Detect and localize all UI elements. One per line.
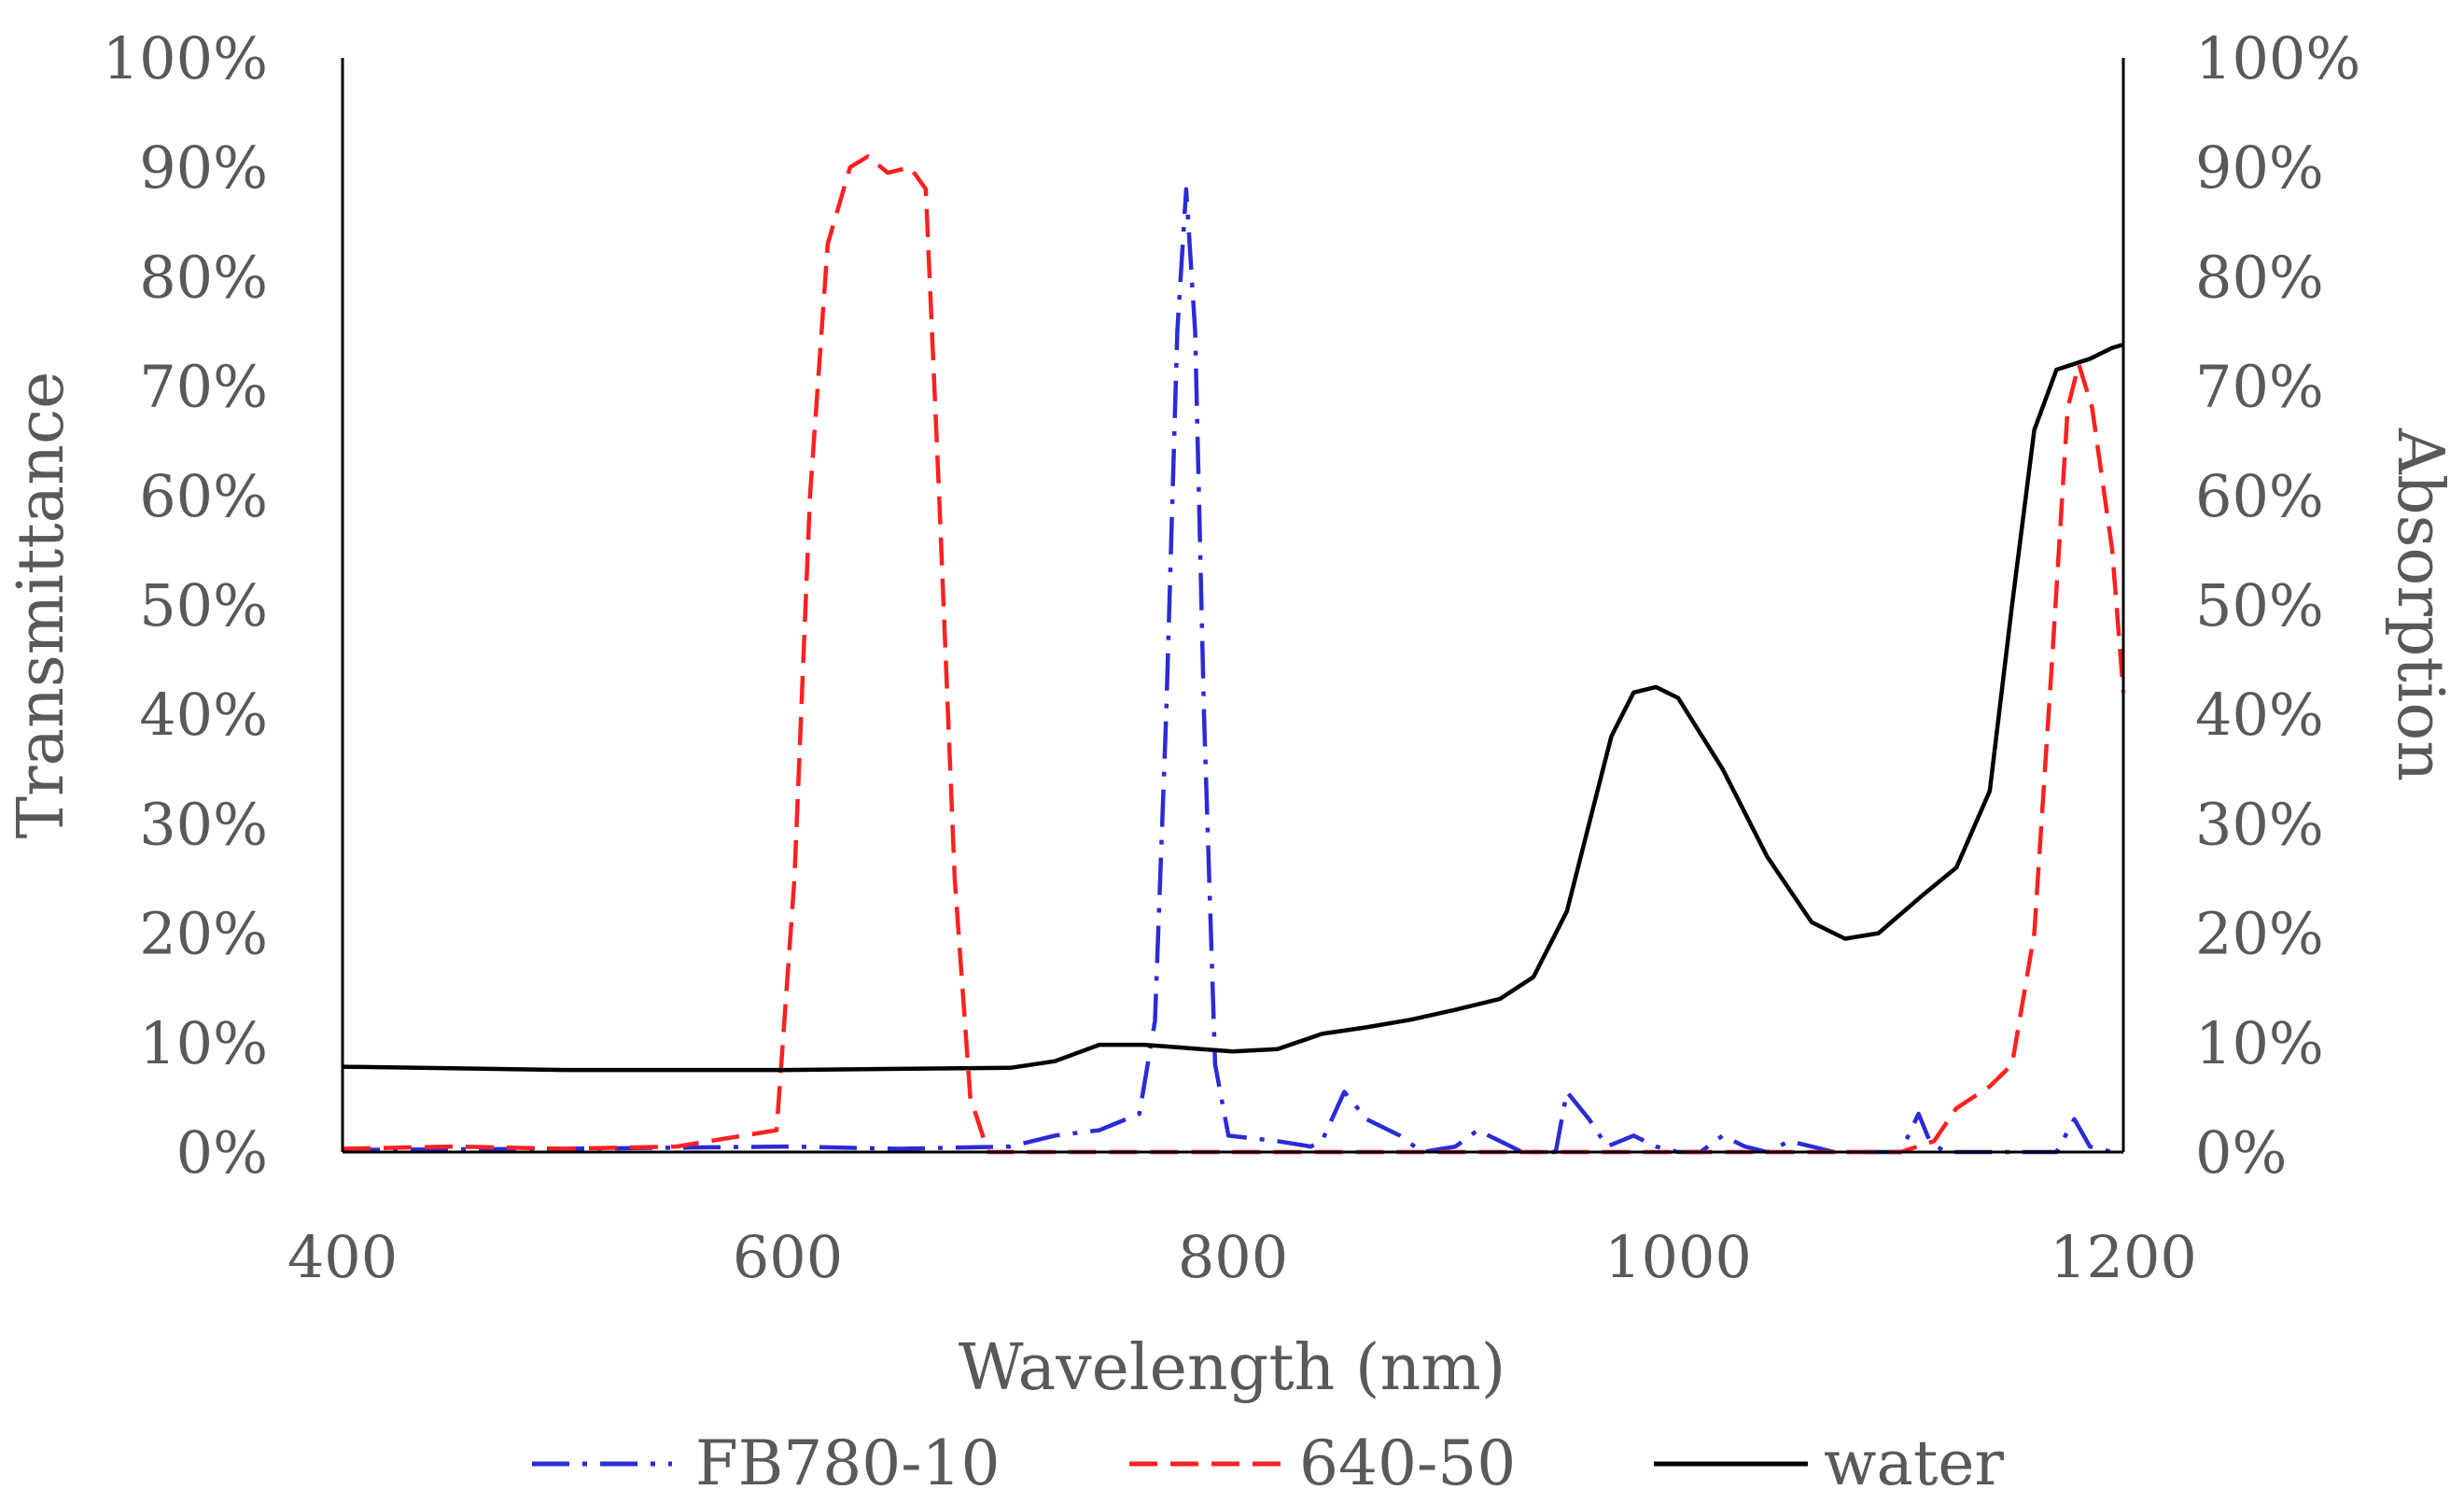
legend: FB780-10 640-50 water: [532, 1427, 2004, 1499]
y-tick-label-left: 70%: [139, 353, 268, 421]
y-tick-label-right: 70%: [2195, 353, 2324, 421]
right-y-axis-label: Absorption: [2383, 428, 2457, 781]
left-y-axis-label: Transmittance: [5, 372, 78, 839]
y-tick-label-left: 0%: [176, 1118, 268, 1187]
y-tick-label-left: 40%: [139, 681, 268, 749]
x-tick-label: 1000: [1604, 1223, 1752, 1291]
y-tick-label-right: 50%: [2195, 571, 2324, 640]
y-tick-label-left: 50%: [139, 571, 268, 640]
series-line-water: [342, 342, 2124, 1073]
x-tick-label: 1200: [2050, 1223, 2197, 1291]
series-line-fb780-10: [342, 187, 2123, 1155]
y-tick-label-left: 90%: [139, 134, 268, 202]
series-line-640-50: [342, 154, 2126, 1155]
ticks-layer: 0% 0% 10% 10% 20% 20% 30% 30% 40% 40% 50% 50% 60% 60%…: [103, 24, 2361, 1291]
y-tick-label-right: 90%: [2195, 134, 2324, 202]
legend-item-water: water: [1654, 1427, 2004, 1499]
y-tick-label-left: 100%: [103, 24, 268, 92]
y-tick-label-right: 20%: [2195, 900, 2324, 968]
legend-item-640-50: 640-50: [1129, 1427, 1516, 1499]
legend-label-fb780-10: FB780-10: [695, 1427, 1001, 1499]
y-tick-label-left: 10%: [139, 1009, 268, 1077]
y-tick-label-left: 80%: [139, 243, 268, 311]
y-tick-label-left: 60%: [139, 462, 268, 530]
y-tick-label-right: 100%: [2195, 24, 2360, 92]
legend-label-water: water: [1824, 1427, 2004, 1499]
y-tick-label-right: 10%: [2195, 1009, 2324, 1077]
legend-label-640-50: 640-50: [1299, 1427, 1516, 1499]
y-tick-label-right: 60%: [2195, 462, 2324, 530]
x-tick-label: 400: [287, 1223, 398, 1291]
x-tick-label: 600: [733, 1223, 843, 1291]
y-tick-label-right: 0%: [2195, 1118, 2287, 1187]
y-tick-label-right: 40%: [2195, 681, 2324, 749]
x-axis-label: Wavelength (nm): [959, 1331, 1506, 1405]
y-tick-label-left: 20%: [139, 900, 268, 968]
legend-item-fb780-10: FB780-10: [532, 1427, 1001, 1499]
y-tick-label-left: 30%: [139, 790, 268, 858]
y-tick-label-right: 30%: [2195, 790, 2324, 858]
x-tick-label: 800: [1178, 1223, 1288, 1291]
y-tick-label-right: 80%: [2195, 243, 2324, 311]
series-layer: [342, 154, 2126, 1155]
axes-layer: [341, 58, 2125, 1154]
